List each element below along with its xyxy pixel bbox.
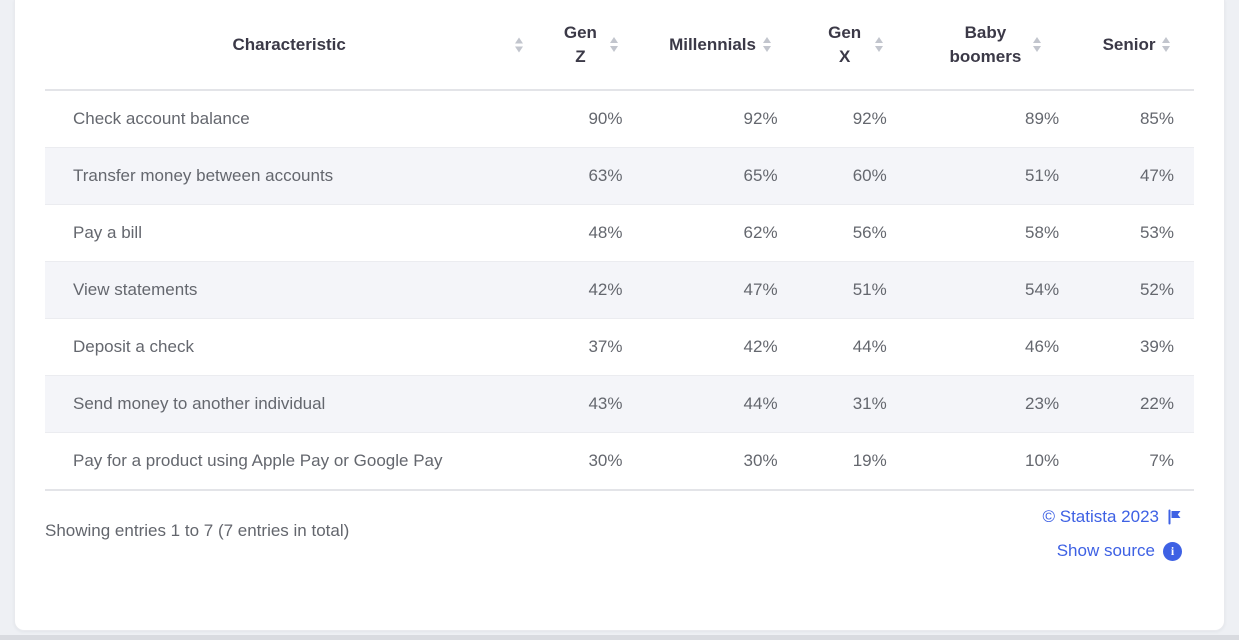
row-value: 43% — [588, 394, 623, 413]
column-header-label: Baby boomers — [949, 22, 1022, 66]
row-value: 37% — [588, 337, 623, 356]
row-value: 46% — [1025, 337, 1060, 356]
sort-arrows-icon[interactable] — [515, 37, 524, 52]
row-value: 92% — [852, 109, 887, 128]
row-value: 90% — [588, 109, 623, 128]
row-value: 56% — [852, 223, 887, 242]
row-value: 54% — [1025, 280, 1060, 299]
row-characteristic: Check account balance — [73, 109, 250, 128]
sort-arrows-icon[interactable] — [1162, 37, 1171, 52]
statista-copyright-link[interactable]: © Statista 2023 — [1043, 507, 1183, 527]
row-value: 30% — [642, 432, 798, 491]
row-value: 19% — [797, 432, 907, 491]
table-row: Pay for a product using Apple Pay or Goo… — [45, 432, 1194, 491]
entries-summary: Showing entries 1 to 7 (7 entries in tot… — [45, 521, 350, 540]
row-value: 65% — [743, 166, 778, 185]
column-header-label: Characteristic — [232, 34, 346, 54]
row-characteristic: Transfer money between accounts — [73, 166, 334, 185]
row-value: 60% — [852, 166, 887, 185]
table-header-row: Characteristic Gen Z Millennials — [45, 0, 1194, 91]
row-value: 47% — [1139, 166, 1174, 185]
statistics-table: Characteristic Gen Z Millennials — [45, 0, 1194, 491]
table-row: Transfer money between accounts 63% 65% … — [45, 147, 1194, 205]
sort-arrows-icon[interactable] — [610, 37, 619, 52]
row-value: 62% — [743, 223, 778, 242]
row-characteristic: Deposit a check — [73, 337, 194, 356]
sort-arrows-icon[interactable] — [874, 37, 883, 52]
row-value: 51% — [1025, 166, 1060, 185]
table-row: Check account balance 90% 92% 92% 89% 85… — [45, 90, 1194, 148]
table-row: Pay a bill 48% 62% 56% 58% 53% — [45, 204, 1194, 262]
column-header-characteristic[interactable]: Characteristic — [45, 0, 534, 91]
row-value: 51% — [852, 280, 887, 299]
row-value: 92% — [743, 109, 778, 128]
row-value: 89% — [1025, 109, 1060, 128]
row-value: 44% — [852, 337, 887, 356]
row-value: 42% — [588, 280, 623, 299]
row-value: 42% — [743, 337, 778, 356]
statistics-table-card: Characteristic Gen Z Millennials — [14, 0, 1225, 631]
row-characteristic: Pay for a product using Apple Pay or Goo… — [45, 432, 534, 491]
flag-icon — [1168, 509, 1181, 525]
row-characteristic: Send money to another individual — [73, 394, 326, 413]
table-row: Deposit a check 37% 42% 44% 46% 39% — [45, 318, 1194, 376]
table-row: Send money to another individual 43% 44%… — [45, 375, 1194, 433]
footer-links: © Statista 2023 Show source i — [1043, 507, 1183, 561]
column-header-gen-x[interactable]: Gen X — [797, 0, 907, 91]
row-value: 53% — [1139, 223, 1174, 242]
page-bottom-edge — [0, 635, 1239, 640]
row-value: 63% — [588, 166, 623, 185]
row-characteristic: View statements — [73, 280, 198, 299]
row-value: 39% — [1139, 337, 1174, 356]
column-header-senior[interactable]: Senior — [1079, 0, 1194, 91]
row-value: 58% — [1025, 223, 1060, 242]
row-value: 31% — [852, 394, 887, 413]
row-value: 85% — [1139, 109, 1174, 128]
row-value: 48% — [588, 223, 623, 242]
row-value: 47% — [743, 280, 778, 299]
column-header-baby-boomers[interactable]: Baby boomers — [906, 0, 1080, 91]
row-value: 44% — [743, 394, 778, 413]
row-value: 23% — [1025, 394, 1060, 413]
show-source-label: Show source — [1056, 541, 1155, 560]
table-footer: Showing entries 1 to 7 (7 entries in tot… — [45, 507, 1194, 561]
column-header-millennials[interactable]: Millennials — [642, 0, 798, 91]
info-icon: i — [1163, 541, 1182, 561]
row-value: 30% — [533, 432, 643, 491]
column-header-gen-z[interactable]: Gen Z — [533, 0, 643, 91]
table-row: View statements 42% 47% 51% 54% 52% — [45, 261, 1194, 319]
copyright-label: © Statista 2023 — [1042, 507, 1160, 526]
row-value: 22% — [1139, 394, 1174, 413]
column-header-label: Gen X — [828, 22, 862, 66]
row-characteristic: Pay a bill — [73, 223, 142, 242]
row-value: 7% — [1079, 432, 1194, 491]
show-source-link[interactable]: Show source i — [1057, 541, 1182, 561]
row-value: 10% — [906, 432, 1080, 491]
column-header-label: Gen Z — [563, 22, 597, 66]
row-value: 52% — [1139, 280, 1174, 299]
column-header-label: Senior — [1102, 34, 1156, 54]
column-header-label: Millennials — [669, 34, 756, 54]
sort-arrows-icon[interactable] — [1033, 37, 1042, 52]
sort-arrows-icon[interactable] — [762, 37, 771, 52]
